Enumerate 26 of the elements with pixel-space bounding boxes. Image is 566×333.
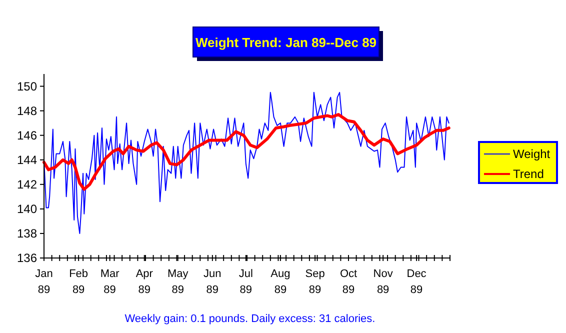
y-tick-label: 140 — [16, 202, 38, 216]
line-series — [42, 112, 450, 191]
x-tick-label: May 89 — [167, 268, 189, 296]
x-tick-label: Nov 89 — [373, 268, 394, 296]
chart-title: Weight Trend: Jan 89--Dec 89 — [195, 35, 377, 50]
y-tick-label: 144 — [16, 152, 38, 167]
y-tick-label: 148 — [16, 104, 38, 118]
y-tick-label: 146 — [16, 128, 38, 142]
y-tick-label: 136 — [16, 251, 38, 265]
legend-label: Weight — [513, 147, 551, 161]
x-tick-label: Sep 89 — [305, 268, 325, 296]
x-tick-label: Dec 89 — [406, 268, 427, 296]
x-tick-label: Jan 89 — [35, 268, 53, 296]
x-tick-label: Jun 89 — [204, 268, 222, 296]
y-tick-label: 138 — [16, 226, 38, 240]
x-tick-label: Jul 89 — [238, 268, 253, 296]
x-tick-label: Feb 89 — [69, 268, 88, 296]
y-tick-label: 142 — [16, 177, 38, 192]
x-tick-label: Mar 89 — [100, 268, 120, 296]
y-tick-label: 150 — [16, 79, 38, 94]
text: Weekly gain: 0.1 pounds. Daily excess: 31 calories. — [124, 313, 376, 325]
x-tick-label: Aug 89 — [270, 268, 290, 296]
legend-label: Trend — [513, 167, 544, 181]
line-series — [44, 92, 450, 234]
x-tick-label: Apr 89 — [136, 268, 154, 296]
x-tick-label: Oct 89 — [340, 268, 358, 296]
